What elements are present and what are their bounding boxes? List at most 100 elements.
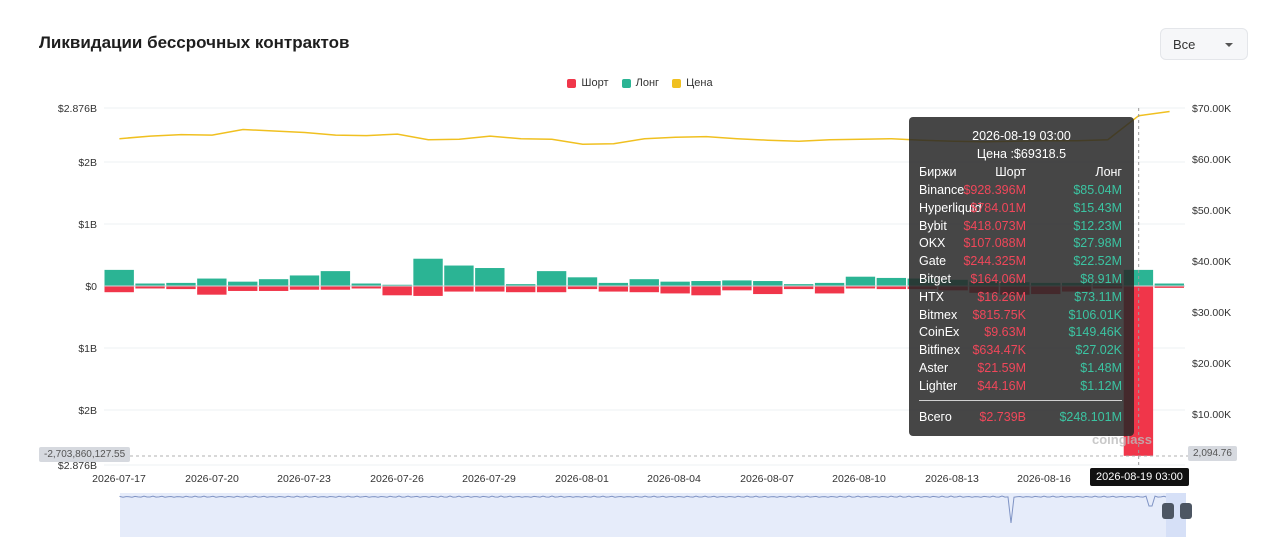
tooltip-row: CoinEx $9.63M $149.46K <box>919 325 1122 343</box>
tooltip-header-long: Лонг <box>1095 165 1122 179</box>
bar-short <box>166 286 196 290</box>
bar-long <box>382 284 412 286</box>
bar-short <box>876 286 907 290</box>
bar-short <box>475 286 505 292</box>
bar-short <box>320 286 351 290</box>
legend-long[interactable]: Лонг <box>621 77 659 89</box>
bar-long <box>845 276 876 286</box>
tooltip-short-value: $44.16M <box>977 378 1026 393</box>
bar-long <box>289 275 320 286</box>
tooltip-long-value: $85.04M <box>1073 183 1122 197</box>
bar-short <box>258 286 289 291</box>
tooltip-row: Bitmex $815.75K $106.01K <box>919 308 1122 326</box>
tooltip-exchange: Binance <box>919 183 965 197</box>
bar-short <box>104 286 134 293</box>
bar-short <box>197 286 227 295</box>
bar-short <box>753 286 783 295</box>
tooltip-exchange: Bitfinex <box>919 343 960 358</box>
tooltip-total-long: $248.101M <box>1059 410 1122 424</box>
x-tick: 2026-08-16 <box>1017 473 1071 485</box>
bar-long <box>135 283 165 286</box>
tooltip-short-value: $9.63M <box>984 325 1026 340</box>
y-right-tick: $10.00K <box>1192 409 1231 421</box>
bar-short <box>506 286 536 293</box>
y-right-tick: $20.00K <box>1192 358 1231 370</box>
bar-long <box>567 277 598 286</box>
bar-long <box>506 284 536 286</box>
crosshair-left-value: -2,703,860,127.55 <box>39 447 131 462</box>
tooltip-long-value: $149.46K <box>1068 325 1122 340</box>
bar-long <box>258 279 289 286</box>
bar-short <box>289 286 320 290</box>
y-left-tick: $2B <box>78 405 97 417</box>
tooltip-long-value: $22.52M <box>1073 254 1122 269</box>
tooltip-header-exchange: Биржи <box>919 165 957 179</box>
tooltip-short-value: $164.06M <box>970 272 1026 286</box>
legend-price[interactable]: Цена <box>672 77 713 89</box>
page-title: Ликвидации бессрочных контрактов <box>39 33 350 52</box>
tooltip-row: Gate $244.325M $22.52M <box>919 254 1122 272</box>
tooltip-header-short: Шорт <box>995 165 1026 179</box>
tooltip-exchange: Aster <box>919 361 949 375</box>
y-left-tick: $2B <box>78 157 97 169</box>
tooltip-exchange: OKX <box>919 236 946 251</box>
y-right-tick: $70.00K <box>1192 103 1231 115</box>
tooltip-row: HTX $16.26M $73.11M <box>919 290 1122 308</box>
bar-short <box>722 286 752 291</box>
tooltip-total-label: Всего <box>919 410 952 424</box>
bar-long <box>660 281 690 286</box>
bar-long <box>598 282 629 286</box>
tooltip-long-value: $15.43M <box>1073 200 1122 215</box>
bar-long <box>814 282 845 286</box>
tooltip-header: Биржи Шорт Лонг <box>919 165 1122 183</box>
x-tick: 2026-08-13 <box>925 473 979 485</box>
tooltip-short-value: $16.26M <box>977 289 1026 304</box>
tooltip-divider <box>919 400 1122 401</box>
navigator-line <box>119 495 1186 524</box>
tooltip-short-value: $21.59M <box>977 361 1026 375</box>
bar-short <box>783 286 814 290</box>
x-tick: 2026-07-26 <box>370 473 424 485</box>
x-tick: 2026-07-23 <box>277 473 331 485</box>
x-tick: 2026-08-07 <box>740 473 794 485</box>
tooltip-row: OKX $107.088M $27.98M <box>919 236 1122 254</box>
bar-short <box>351 286 381 289</box>
tooltip-short-value: $244.325M <box>963 254 1026 269</box>
tooltip-short-value: $418.073M <box>963 218 1026 233</box>
legend-short[interactable]: Шорт <box>567 77 609 89</box>
bar-long <box>228 281 258 286</box>
tooltip-row: Hyperliquid $784.01M $15.43M <box>919 201 1122 219</box>
bar-short <box>691 286 721 296</box>
bar-long <box>444 265 474 286</box>
tooltip-long-value: $106.01K <box>1068 307 1122 322</box>
y-left-tick: $2.876B <box>58 460 97 472</box>
tooltip-total-short: $2.739B <box>979 410 1026 424</box>
bar-short <box>660 286 690 294</box>
y-right-tick: $30.00K <box>1192 307 1231 319</box>
x-tick: 2026-08-01 <box>555 473 609 485</box>
range-handle-right[interactable] <box>1180 503 1192 519</box>
bar-long <box>1154 283 1184 286</box>
tooltip-long-value: $73.11M <box>1074 289 1122 304</box>
y-right-tick: $50.00K <box>1192 205 1231 217</box>
bar-short <box>536 286 567 293</box>
tooltip-long-value: $27.02K <box>1075 343 1122 358</box>
bar-long <box>691 281 721 286</box>
bar-long <box>166 282 196 286</box>
bar-long <box>536 271 567 286</box>
x-tick: 2026-08-04 <box>647 473 701 485</box>
tooltip-row: Bitfinex $634.47K $27.02K <box>919 343 1122 361</box>
exchange-select[interactable]: Все <box>1160 28 1248 60</box>
tooltip-row: Bitget $164.06M $8.91M <box>919 272 1122 290</box>
y-left-tick: $0 <box>85 281 97 293</box>
tooltip-row: Lighter $44.16M $1.12M <box>919 379 1122 397</box>
bar-long <box>629 279 659 286</box>
bar-short <box>228 286 258 291</box>
range-handle-left[interactable] <box>1162 503 1174 519</box>
chevron-down-icon <box>1225 43 1233 47</box>
range-navigator <box>120 493 1186 537</box>
tooltip-long-value: $12.23M <box>1073 218 1122 233</box>
tooltip-exchange: HTX <box>919 289 944 304</box>
x-tick: 2026-07-17 <box>92 473 146 485</box>
